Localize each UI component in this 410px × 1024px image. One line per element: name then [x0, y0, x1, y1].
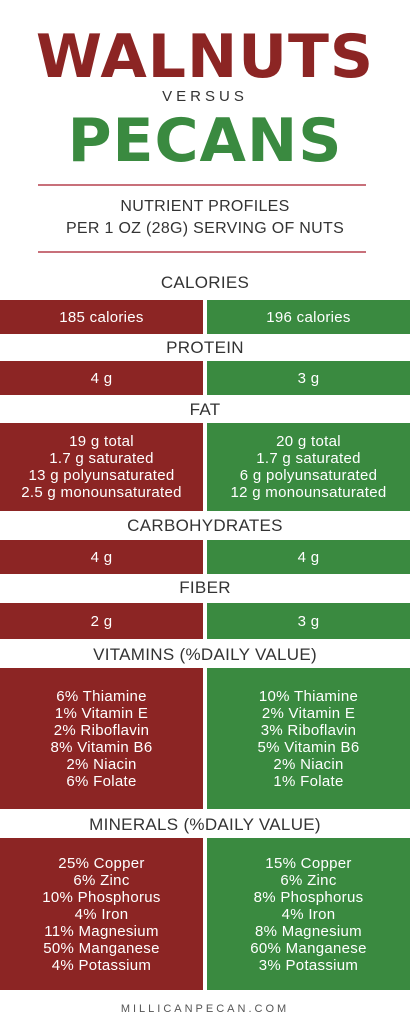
pecan-fat-cell: 20 g total 1.7 g saturated 6 g polyunsat… [207, 423, 410, 511]
walnut-fiber-cell: 2 g [0, 603, 203, 639]
subtitle-line-2: PER 1 OZ (28G) SERVING OF NUTS [65, 220, 345, 237]
walnut-mineral-line: 10% Phosphorus [42, 888, 161, 906]
pecan-mineral-line: 60% Manganese [250, 939, 367, 957]
footer-site-link[interactable]: MILLICANPECAN.COM [120, 1003, 290, 1015]
walnut-mineral-line: 25% Copper [58, 854, 145, 872]
pecan-carbohydrates-cell: 4 g [207, 540, 410, 574]
walnut-fat-line: 1.7 g saturated [49, 450, 154, 467]
walnut-carbohydrates-value: 4 g [90, 548, 113, 566]
pecan-fat-line: 6 g polyunsaturated [239, 467, 378, 484]
walnut-carbohydrates-cell: 4 g [0, 540, 203, 574]
walnut-calories-cell: 185 calories [0, 300, 203, 334]
section-title-minerals: MINERALS (%DAILY VALUE) [89, 815, 321, 834]
section-title-fat: FAT [189, 400, 221, 419]
pecan-mineral-line: 8% Magnesium [255, 922, 362, 940]
walnut-fat-line: 2.5 g monounsaturated [21, 484, 182, 501]
subtitle: NUTRIENT PROFILES PER 1 OZ (28G) SERVING… [0, 196, 410, 240]
pecan-vitamin-line: 2% Vitamin E [261, 704, 356, 722]
pecan-vitamin-line: 3% Riboflavin [260, 721, 357, 739]
pecan-vitamin-line: 5% Vitamin B6 [257, 738, 360, 756]
walnut-fat-line: 13 g polyunsaturated [28, 467, 175, 484]
page-title-walnuts: WALNUTS [35, 22, 375, 92]
pecan-carbohydrates-value: 4 g [297, 548, 320, 566]
walnut-vitamin-line: 2% Riboflavin [53, 721, 150, 739]
pecan-mineral-line: 6% Zinc [280, 871, 337, 889]
pecan-mineral-line: 8% Phosphorus [253, 888, 364, 906]
walnut-protein-cell: 4 g [0, 361, 203, 395]
walnut-vitamin-line: 8% Vitamin B6 [50, 738, 153, 756]
subtitle-line-1: NUTRIENT PROFILES [120, 198, 290, 215]
walnut-fiber-value: 2 g [90, 612, 113, 630]
pecan-fat-line: 12 g monounsaturated [230, 484, 387, 501]
walnut-protein-value: 4 g [90, 369, 113, 387]
section-title-vitamins: VITAMINS (%DAILY VALUE) [93, 645, 317, 664]
pecan-mineral-line: 4% Iron [281, 905, 336, 923]
pecan-mineral-line: 15% Copper [265, 854, 352, 872]
walnut-vitamins-cell: 6% Thiamine 1% Vitamin E 2% Riboflavin 8… [0, 668, 203, 809]
walnut-mineral-line: 50% Manganese [43, 939, 160, 957]
walnut-vitamin-line: 6% Folate [66, 772, 137, 790]
page-title-pecans: PECANS [67, 106, 343, 176]
pecan-fat-line: 20 g total [276, 433, 341, 450]
section-title-carbohydrates: CARBOHYDRATES [127, 516, 283, 535]
walnut-fat-cell: 19 g total 1.7 g saturated 13 g polyunsa… [0, 423, 203, 511]
pecan-vitamin-line: 2% Niacin [273, 755, 344, 773]
pecan-minerals-cell: 15% Copper 6% Zinc 8% Phosphorus 4% Iron… [207, 838, 410, 990]
versus-label: VERSUS [162, 88, 248, 105]
pecan-fat-line: 1.7 g saturated [256, 450, 361, 467]
pecan-protein-cell: 3 g [207, 361, 410, 395]
pecan-protein-value: 3 g [297, 369, 320, 387]
pecan-mineral-line: 3% Potassium [258, 956, 359, 974]
walnut-mineral-line: 6% Zinc [73, 871, 130, 889]
divider-bottom [38, 251, 366, 253]
section-title-protein: PROTEIN [166, 338, 244, 357]
section-title-fiber: FIBER [179, 578, 231, 597]
walnut-vitamin-line: 6% Thiamine [56, 687, 147, 705]
section-title-calories: CALORIES [160, 273, 250, 292]
walnut-mineral-line: 4% Iron [74, 905, 129, 923]
walnut-vitamin-line: 1% Vitamin E [54, 704, 149, 722]
pecan-calories-cell: 196 calories [207, 300, 410, 334]
pecan-vitamin-line: 1% Folate [273, 772, 344, 790]
pecan-fiber-value: 3 g [297, 612, 320, 630]
pecan-vitamin-line: 10% Thiamine [258, 687, 359, 705]
pecan-fiber-cell: 3 g [207, 603, 410, 639]
walnut-vitamin-line: 2% Niacin [66, 755, 137, 773]
walnut-calories-value: 185 calories [59, 308, 144, 326]
pecan-vitamins-cell: 10% Thiamine 2% Vitamin E 3% Riboflavin … [207, 668, 410, 809]
pecan-calories-value: 196 calories [266, 308, 351, 326]
walnut-mineral-line: 4% Potassium [51, 956, 152, 974]
walnut-mineral-line: 11% Magnesium [44, 922, 159, 940]
walnut-minerals-cell: 25% Copper 6% Zinc 10% Phosphorus 4% Iro… [0, 838, 203, 990]
walnut-fat-line: 19 g total [69, 433, 134, 450]
divider-top [38, 184, 366, 186]
